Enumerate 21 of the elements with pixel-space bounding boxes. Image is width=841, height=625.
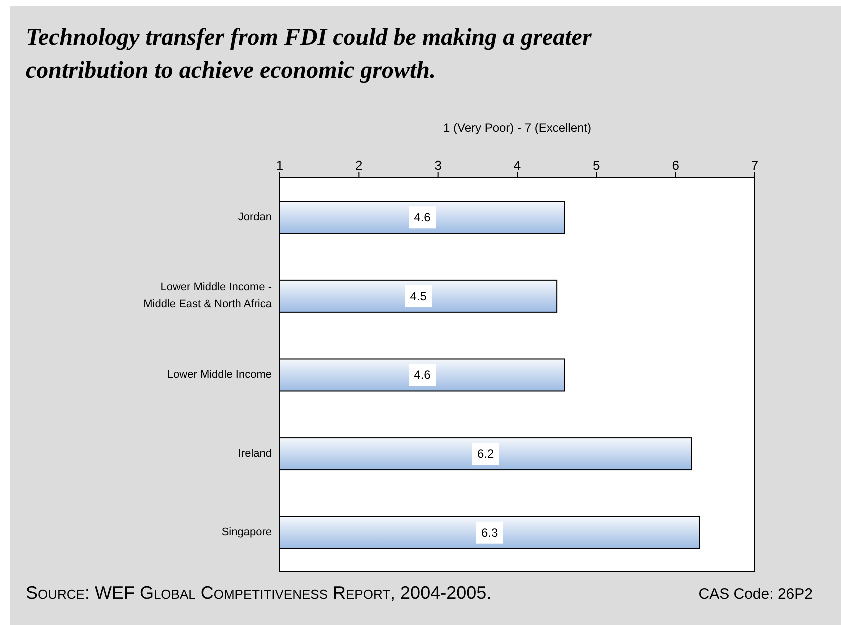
x-tick-label: 2 [356, 158, 363, 173]
y-tick-label: Lower Middle Income [167, 369, 272, 381]
data-label: 4.5 [410, 289, 428, 304]
data-label: 6.2 [477, 447, 494, 462]
chart-title: Technology transfer from FDI could be making a greater contribution to achieve economic growth. [26, 24, 593, 86]
y-tick-label: Jordan [238, 211, 272, 224]
x-axis-title: 1 (Very Poor) - 7 (Excellent) [442, 121, 593, 135]
y-tick-label: Lower Middle Income - Middle East & North Africa [144, 282, 273, 311]
y-tick-label: Singapore [222, 526, 272, 539]
x-tick-label: 5 [593, 158, 600, 173]
x-tick-label: 7 [751, 158, 759, 173]
x-tick-label: 6 [672, 158, 680, 173]
x-tick-label: 3 [434, 158, 442, 173]
data-label: 6.3 [481, 526, 498, 540]
data-label: 4.6 [414, 210, 432, 225]
x-tick-label: 4 [514, 158, 522, 173]
data-label: 4.6 [414, 368, 432, 382]
y-tick-label: Ireland [238, 448, 272, 460]
text: CAS Code: 26P2 [698, 586, 813, 603]
source-note: Source: WEF Global Competitiveness Report, 2004-2005. [26, 583, 492, 604]
x-tick-label: 1 [276, 158, 284, 173]
